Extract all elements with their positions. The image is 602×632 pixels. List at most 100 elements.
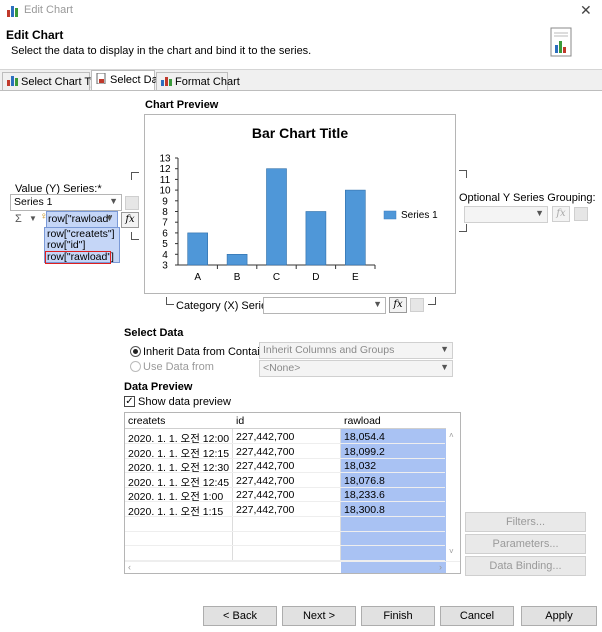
table-cell: 18,032 bbox=[344, 460, 377, 473]
row-divider bbox=[125, 501, 445, 503]
y-tick-label: 9 bbox=[162, 196, 168, 207]
filters-button[interactable]: Filters... bbox=[465, 512, 586, 532]
bar-chart-icon bbox=[7, 76, 18, 86]
chevron-down-icon[interactable]: ˅ bbox=[449, 547, 454, 556]
y-tick-label: 4 bbox=[162, 250, 168, 261]
vertical-scrollbar[interactable]: ˄ ˅ bbox=[446, 429, 460, 559]
use-data-label: Use Data from bbox=[143, 361, 214, 373]
bar-C bbox=[266, 168, 287, 266]
grouping-select[interactable]: ▼ bbox=[464, 206, 548, 223]
x-tick-label: B bbox=[234, 272, 241, 283]
cancel-button[interactable]: Cancel bbox=[440, 606, 514, 626]
suggestion-rawload[interactable]: row["rawload"] bbox=[47, 251, 114, 263]
data-binding-button[interactable]: Data Binding... bbox=[465, 556, 586, 576]
grouping-options-icon[interactable] bbox=[574, 207, 588, 221]
y-tick-label: 10 bbox=[159, 186, 171, 197]
use-data-select[interactable]: <None> ▼ bbox=[259, 360, 453, 377]
value-expression-text: row["rawload" bbox=[48, 213, 113, 225]
y-tick-label: 11 bbox=[160, 175, 171, 186]
finish-button[interactable]: Finish bbox=[361, 606, 435, 626]
series-select-value: Series 1 bbox=[14, 196, 53, 208]
horizontal-scrollbar[interactable]: ‹ › bbox=[125, 561, 460, 573]
chevron-right-icon[interactable]: › bbox=[439, 562, 442, 572]
show-preview-checkbox[interactable]: ✓ bbox=[124, 396, 135, 407]
chart-preview-frame: Bar Chart Title 3 4 5 6 7 8 9 10 11 12 13 A B C D E Se… bbox=[144, 114, 456, 294]
parameters-button[interactable]: Parameters... bbox=[465, 534, 586, 554]
close-icon[interactable]: ✕ bbox=[580, 2, 592, 18]
show-preview-label: Show data preview bbox=[138, 396, 231, 408]
fx-icon[interactable]: fx bbox=[121, 212, 139, 228]
tab-label: Select Data bbox=[110, 74, 167, 86]
y-tick-label: 5 bbox=[162, 239, 168, 250]
window-title: Edit Chart bbox=[24, 4, 73, 16]
series-select[interactable]: Series 1 ▼ bbox=[10, 194, 122, 211]
legend-swatch bbox=[383, 210, 397, 220]
app-chart-icon bbox=[7, 6, 18, 17]
table-cell: 18,054.4 bbox=[344, 431, 385, 443]
row-divider bbox=[125, 486, 445, 488]
category-series-label: Category (X) Series:* bbox=[176, 300, 280, 312]
value-expression-input[interactable]: row["rawload" ▼ bbox=[46, 211, 118, 228]
chevron-down-icon: ▼ bbox=[440, 344, 449, 354]
table-cell: 227,442,700 bbox=[236, 431, 295, 443]
bar-B bbox=[226, 254, 248, 266]
suggestion-createts[interactable]: row["createts"] bbox=[47, 228, 115, 240]
inherit-columns-select[interactable]: Inherit Columns and Groups ▼ bbox=[259, 342, 453, 359]
inherit-data-radio[interactable] bbox=[130, 346, 141, 357]
x-tick-label: D bbox=[312, 272, 319, 283]
bracket-left-top bbox=[131, 172, 139, 180]
column-header-rawload[interactable]: rawload bbox=[341, 413, 446, 429]
tab-select-data[interactable]: Select Data bbox=[91, 70, 167, 91]
row-divider bbox=[125, 443, 445, 444]
chevron-up-icon[interactable]: ˄ bbox=[449, 431, 454, 440]
chevron-down-icon[interactable]: ▼ bbox=[29, 214, 37, 223]
inherit-data-label: Inherit Data from Container bbox=[143, 346, 276, 358]
fx-icon[interactable]: fx bbox=[389, 297, 407, 313]
data-preview-table: createts id rawload 2020. 1. 1. 오전 12:00… bbox=[124, 412, 461, 574]
next-button[interactable]: Next > bbox=[282, 606, 356, 626]
column-header-id[interactable]: id bbox=[233, 413, 341, 429]
chart-preview-heading: Chart Preview bbox=[145, 99, 219, 111]
suggestion-id[interactable]: row["id"] bbox=[47, 239, 86, 251]
chevron-left-icon[interactable]: ‹ bbox=[128, 562, 131, 572]
y-tick-label: 8 bbox=[162, 207, 168, 218]
use-data-value: <None> bbox=[263, 362, 301, 374]
column-header-createts[interactable]: createts bbox=[125, 413, 233, 429]
table-cell: 2020. 1. 1. 오전 12:15 bbox=[128, 447, 230, 460]
title-bar: Edit Chart ✕ bbox=[0, 0, 602, 22]
table-cell: 227,442,700 bbox=[236, 460, 295, 473]
value-series-label: Value (Y) Series:* bbox=[15, 183, 102, 195]
fx-icon[interactable]: fx bbox=[552, 206, 570, 222]
tab-select-chart-type[interactable]: Select Chart Type bbox=[2, 72, 108, 90]
table-cell: 2020. 1. 1. 오전 12:00 bbox=[128, 433, 230, 445]
category-expression-input[interactable]: ▼ bbox=[263, 297, 386, 314]
rawload-column-highlight bbox=[341, 429, 446, 573]
table-cell: 18,300.8 bbox=[344, 504, 385, 516]
bar-D bbox=[305, 211, 327, 266]
category-options-icon[interactable] bbox=[410, 298, 424, 312]
row-divider bbox=[125, 516, 445, 517]
table-cell: 2020. 1. 1. 오전 1:00 bbox=[128, 491, 224, 504]
table-cell: 227,442,700 bbox=[236, 489, 295, 502]
chevron-down-icon: ▼ bbox=[535, 208, 544, 218]
tab-format-chart[interactable]: Format Chart bbox=[156, 72, 240, 90]
table-cell: 2020. 1. 1. 오전 12:30 bbox=[128, 462, 230, 475]
use-data-radio[interactable] bbox=[130, 361, 141, 372]
table-cell: 2020. 1. 1. 오전 12:45 bbox=[128, 476, 230, 489]
chevron-down-icon: ▼ bbox=[109, 196, 118, 206]
expression-suggestions: row["createts"] row["id"] row["rawload"] bbox=[44, 227, 120, 264]
table-cell: 2020. 1. 1. 오전 1:15 bbox=[128, 506, 224, 518]
tab-strip: Select Chart Type Select Data Format Cha… bbox=[0, 70, 602, 91]
y-tick-label: 6 bbox=[162, 228, 168, 239]
page-subtitle: Select the data to display in the chart … bbox=[11, 45, 312, 57]
y-tick-label: 13 bbox=[159, 154, 171, 165]
wizard-header: Edit Chart Select the data to display in… bbox=[0, 22, 602, 70]
suggestion-highlight-box bbox=[45, 251, 111, 264]
back-button[interactable]: < Back bbox=[203, 606, 277, 626]
bar-A bbox=[187, 232, 209, 266]
delete-series-icon[interactable] bbox=[125, 196, 139, 210]
select-data-heading: Select Data bbox=[124, 327, 184, 339]
apply-button[interactable]: Apply bbox=[521, 606, 597, 626]
legend-label: Series 1 bbox=[401, 210, 438, 221]
sigma-icon[interactable]: Σ bbox=[15, 213, 22, 225]
